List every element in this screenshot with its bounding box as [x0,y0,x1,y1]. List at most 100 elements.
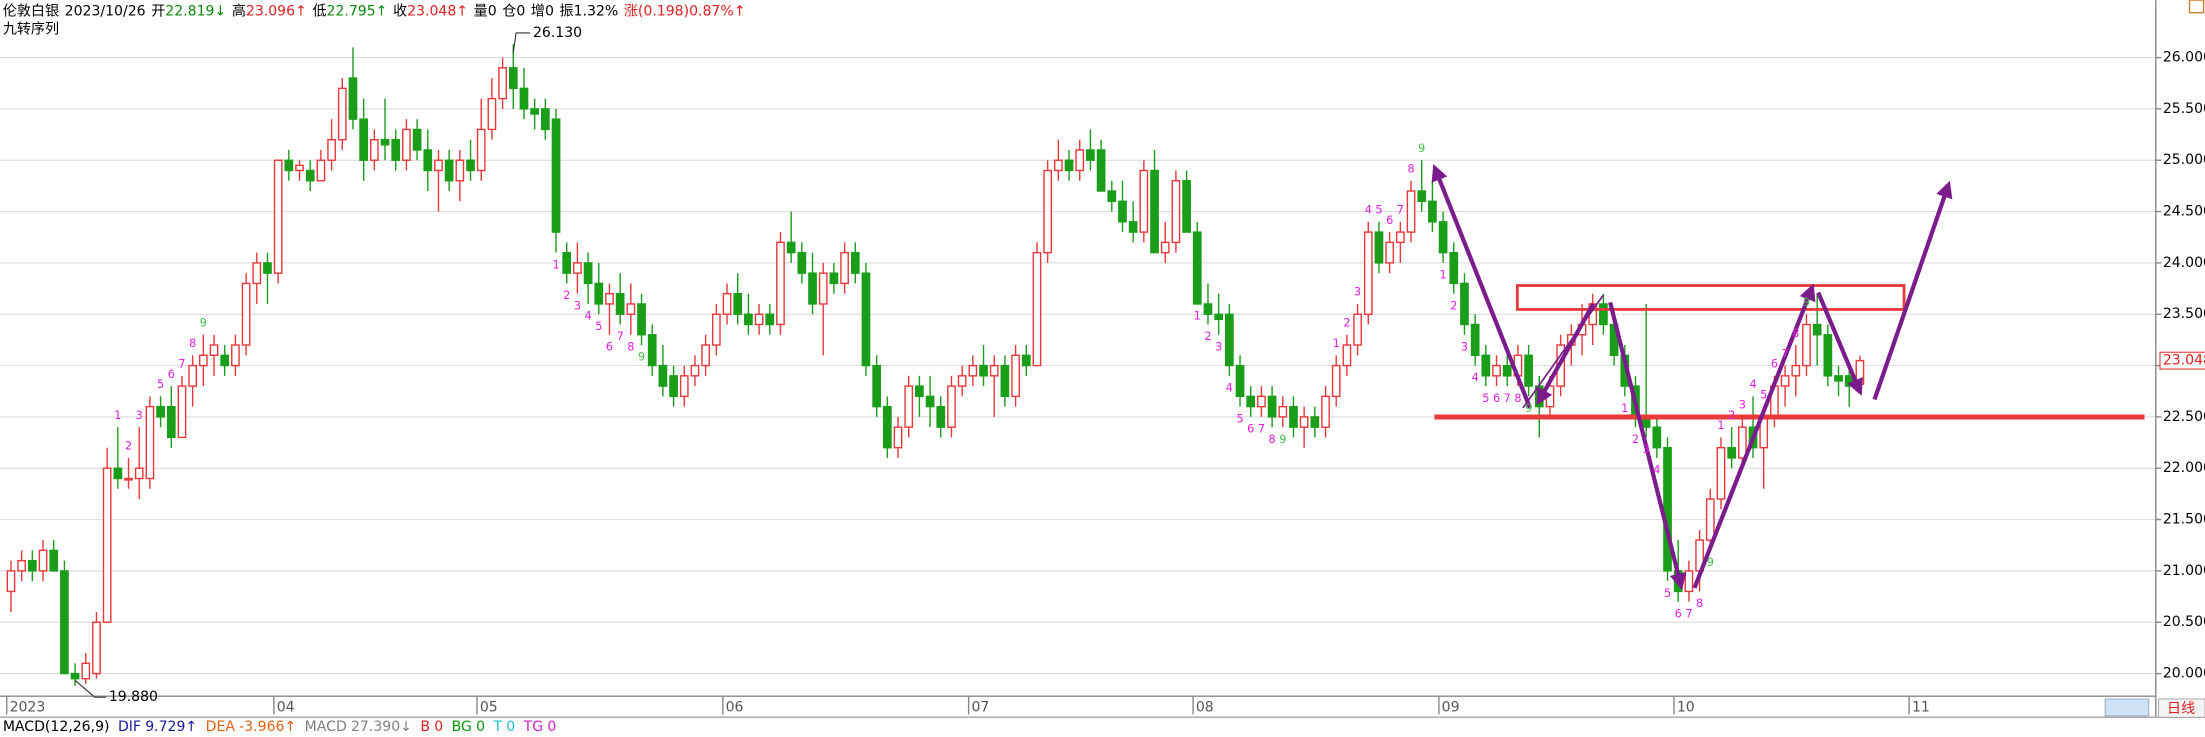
td-count-down: 2 [1450,299,1457,312]
field-value: 22.819↓ [165,3,226,19]
candle-body [1043,169,1053,254]
indicator-value: 0 [547,719,556,735]
field-value: (0.198)0.87%↑ [638,3,746,19]
candle-body [6,570,16,593]
candle-body [797,251,807,274]
candle-body [188,364,198,387]
td-count-down: 4 [585,310,592,323]
field-value: 1.32% [574,3,619,19]
td-count-down: 1 [1194,310,1201,323]
candle-body [562,251,572,274]
td-count-down: 2 [563,289,570,302]
candle-body [70,672,80,680]
candle-body [1780,375,1790,387]
indicator-value: 0 [506,719,515,735]
candle-body [1449,251,1459,285]
resistance-box [1515,284,1906,311]
candle-body [626,303,636,315]
td-count-up: 9 [1803,296,1810,309]
candle-body [722,292,732,315]
candle-body [733,292,743,315]
td-count-up: 1 [1717,419,1724,432]
candle-body [134,467,144,480]
last-price-label: 23.048 [2163,353,2205,369]
scrollbar[interactable] [2104,698,2150,717]
td-count-down: 8 [1269,433,1276,446]
candle-body [1000,364,1010,398]
field-value: 23.048↑ [407,3,468,19]
y-tick-label: 22.500 [2163,409,2205,425]
candle-body [1107,190,1117,202]
candle-body [989,364,999,377]
period-tab[interactable] [2158,698,2205,718]
td-count-up: 9 [200,317,207,330]
candle-body [1267,395,1277,418]
td-count-down: 9 [1279,433,1286,446]
candle-body [1053,159,1063,172]
candle-body [1342,344,1352,367]
td-count-down: 6 [1675,607,1682,620]
arrow [1608,301,1687,591]
candle-body [1663,446,1672,572]
indicator-label: T [492,719,502,735]
candle-body [1652,426,1662,449]
td-count-down: 4 [1226,381,1233,394]
candle-body [1192,231,1202,305]
candles [6,44,1865,686]
td-count-down: 2 [1204,330,1211,343]
td-count-down: 5 [1664,587,1671,600]
candle-body [1599,303,1608,326]
arrow [1872,180,1953,401]
candle-body [840,251,849,285]
candle-body [1417,190,1427,202]
candle-body [1737,426,1747,459]
candle-body [1257,395,1266,408]
indicator-header: MACD(12,26,9) DIF 9.729↑ DEA -3.966↑ MACD 27.3… [3,719,556,735]
candle-body [1492,364,1501,377]
td-count-up: 1 [1333,337,1340,350]
x-tick-label: 11 [1912,699,1930,715]
indicator-label: TG [523,719,543,735]
candle-body [1385,241,1395,264]
td-count-up: 5 [1375,204,1382,217]
td-count-down: 3 [1643,443,1650,456]
candle-body [1481,354,1491,377]
user-drawings [1431,163,2145,591]
td-count-down: 8 [1696,597,1703,610]
candle-body [1032,251,1042,367]
candle-body [915,385,924,398]
indicator-value: 27.390↓ [351,719,412,735]
y-tick-label: 21.500 [2163,512,2205,528]
candle-body [1021,354,1031,367]
corner-button[interactable] [2188,0,2205,14]
td-count-down: 8 [627,340,634,353]
candle-body [1171,180,1181,244]
header: 伦敦白银 2023/10/26 开22.819↓ 高23.096↑ 低22.795↑ 收2… [3,2,746,19]
candle-body [540,108,550,131]
date: 2023/10/26 [65,3,146,19]
td-count-down: 7 [617,330,624,343]
candle-body [679,375,689,398]
td-count-down: 9 [638,351,645,364]
td-count-down: 5 [595,320,602,333]
candle-body [231,344,240,367]
candle-body [1321,395,1330,428]
x-tick-label: 05 [480,699,498,715]
candle-body [872,364,882,408]
candle-body [38,549,48,572]
arrow [1536,302,1596,406]
candle-body [487,97,497,131]
candle-body [829,272,839,285]
candle-body [850,251,860,274]
x-tick-label: 10 [1677,699,1695,715]
candle-body [156,405,165,418]
x-tick-label: 2023 [10,699,46,715]
candle-body [551,118,561,233]
y-tick-label: 24.500 [2163,204,2205,220]
period-tab-label[interactable]: 日线 [2167,701,2195,717]
candle-body [530,108,540,115]
y-tick-label: 25.500 [2163,101,2205,117]
candle-body [423,149,433,172]
field-label: 涨 [624,3,638,19]
candle-body [1791,364,1801,377]
